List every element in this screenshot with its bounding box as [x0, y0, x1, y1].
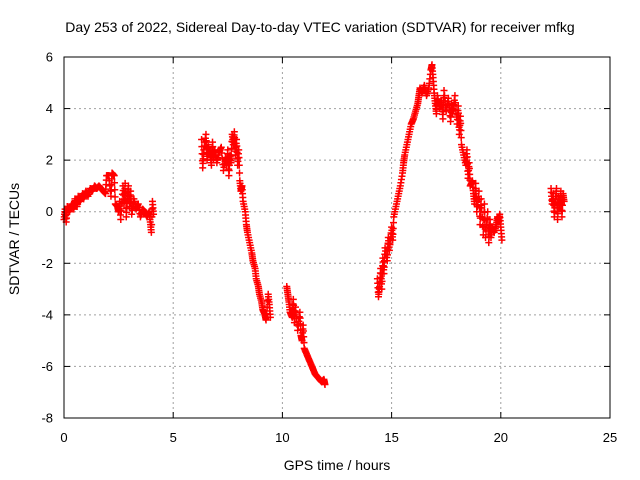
chart-title: Day 253 of 2022, Sidereal Day-to-day VTE…: [65, 19, 574, 35]
x-tick-label: 15: [384, 430, 398, 445]
y-axis-label: SDTVAR / TECUs: [6, 183, 22, 295]
data-point: [262, 316, 270, 324]
data-point: [457, 134, 465, 142]
data-points: [60, 61, 568, 388]
axis-ticks: [63, 56, 611, 419]
y-tick-label: 0: [46, 204, 53, 219]
data-point: [111, 179, 119, 187]
data-point: [439, 115, 447, 123]
data-point: [233, 136, 241, 144]
data-point: [472, 179, 480, 187]
grid-lines: [64, 57, 610, 418]
y-tick-label: -6: [41, 359, 53, 374]
data-point: [451, 92, 459, 100]
data-point: [236, 169, 244, 177]
data-point: [150, 210, 158, 218]
data-point: [378, 285, 386, 293]
data-point: [224, 146, 232, 154]
x-tick-label: 0: [60, 430, 67, 445]
data-point: [233, 142, 241, 150]
x-axis-label: GPS time / hours: [284, 457, 391, 473]
data-point: [456, 112, 464, 120]
data-point: [235, 154, 243, 162]
data-point: [321, 380, 329, 388]
data-point: [117, 215, 125, 223]
data-point: [498, 236, 506, 244]
data-point: [463, 153, 471, 161]
data-point: [552, 185, 560, 193]
plot-frame: [63, 56, 611, 419]
y-tick-label: 4: [46, 101, 53, 116]
data-point: [477, 195, 485, 203]
y-tick-label: 6: [46, 50, 53, 65]
data-point: [480, 200, 488, 208]
data-point: [111, 193, 119, 201]
data-point: [264, 297, 272, 305]
y-tick-label: -2: [41, 256, 53, 271]
y-tick-label: -8: [41, 411, 53, 426]
data-point: [202, 130, 210, 138]
data-point: [147, 228, 155, 236]
y-tick-label: -4: [41, 307, 53, 322]
data-point: [235, 146, 243, 154]
data-point: [235, 161, 243, 169]
data-point: [478, 204, 486, 212]
data-point: [454, 102, 462, 110]
data-point: [148, 221, 156, 229]
x-tick-label: 20: [494, 430, 508, 445]
data-point: [484, 208, 492, 216]
y-tick-label: 2: [46, 153, 53, 168]
data-point: [463, 146, 471, 154]
data-point: [380, 270, 388, 278]
x-tick-label: 10: [275, 430, 289, 445]
data-point: [380, 263, 388, 271]
data-point: [475, 187, 483, 195]
data-point: [110, 172, 118, 180]
data-point: [560, 197, 568, 205]
data-point: [457, 119, 465, 127]
x-tick-label: 25: [603, 430, 617, 445]
data-point: [227, 159, 235, 167]
x-tick-label: 5: [170, 430, 177, 445]
data-point: [378, 277, 386, 285]
data-point: [266, 313, 274, 321]
data-point: [457, 126, 465, 134]
data-point: [202, 137, 210, 145]
data-point: [117, 207, 125, 215]
data-point: [111, 186, 119, 194]
